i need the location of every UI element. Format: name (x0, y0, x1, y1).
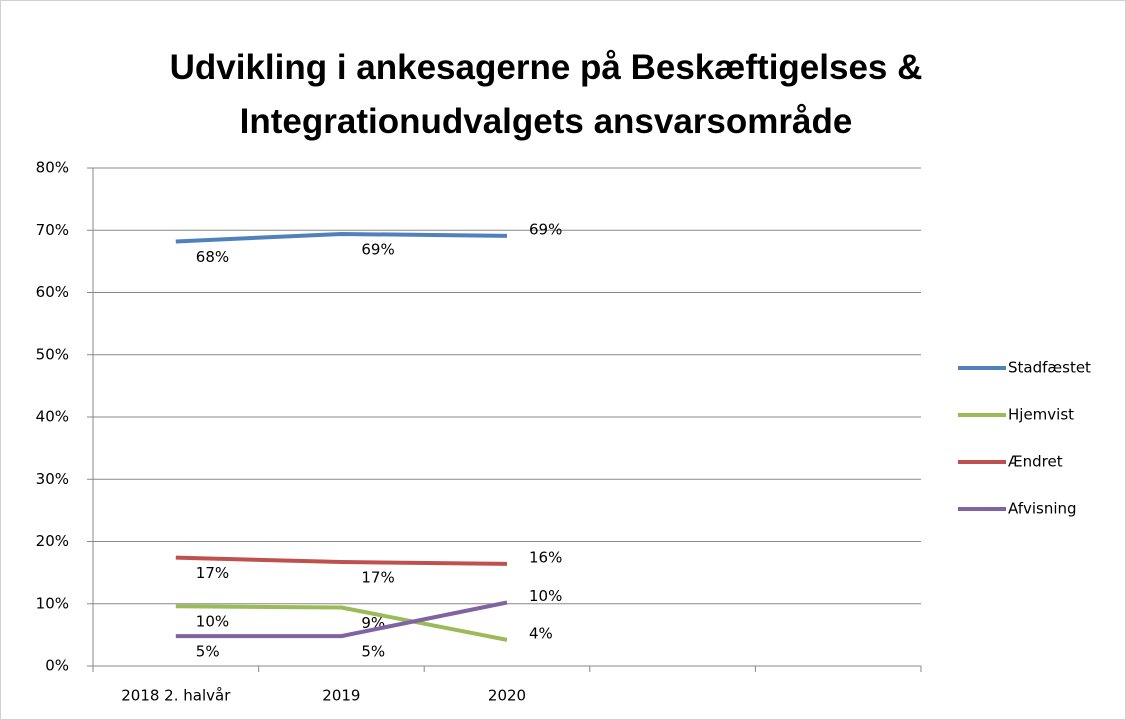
data-label: 4% (529, 624, 553, 642)
y-tick-label: 0% (45, 657, 69, 675)
data-label: 16% (529, 548, 562, 566)
data-label: 5% (361, 643, 385, 661)
y-tick-label: 10% (36, 594, 69, 612)
data-label: 69% (529, 220, 562, 238)
legend-label: Stadfæstet (1008, 359, 1091, 377)
legend-label: Ændret (1008, 453, 1063, 471)
data-label: 69% (361, 240, 394, 258)
x-tick-label: 2018 2. halvår (121, 687, 231, 705)
series-line (175, 600, 508, 639)
chart-title: Udvikling i ankesagerne på Beskæftigelse… (169, 48, 923, 141)
legend-label: Afvisning (1008, 500, 1077, 518)
series-line (175, 231, 508, 244)
y-tick-label: 50% (36, 345, 69, 363)
series-line (175, 555, 508, 566)
series-line (175, 604, 508, 642)
data-label: 10% (529, 587, 562, 605)
y-tick-label: 70% (36, 221, 69, 239)
x-tick-label: 2019 (322, 687, 360, 705)
data-label: 17% (196, 564, 229, 582)
y-tick-label: 40% (36, 408, 69, 426)
legend-label: Hjemvist (1008, 406, 1074, 424)
data-label: 68% (196, 248, 229, 266)
data-label: 5% (196, 643, 220, 661)
data-label: 10% (196, 613, 229, 631)
y-tick-label: 60% (36, 283, 69, 301)
x-tick-label: 2020 (488, 687, 526, 705)
y-tick-label: 30% (36, 470, 69, 488)
y-tick-label: 80% (36, 159, 69, 177)
data-label: 17% (361, 569, 394, 587)
y-tick-label: 20% (36, 532, 69, 550)
